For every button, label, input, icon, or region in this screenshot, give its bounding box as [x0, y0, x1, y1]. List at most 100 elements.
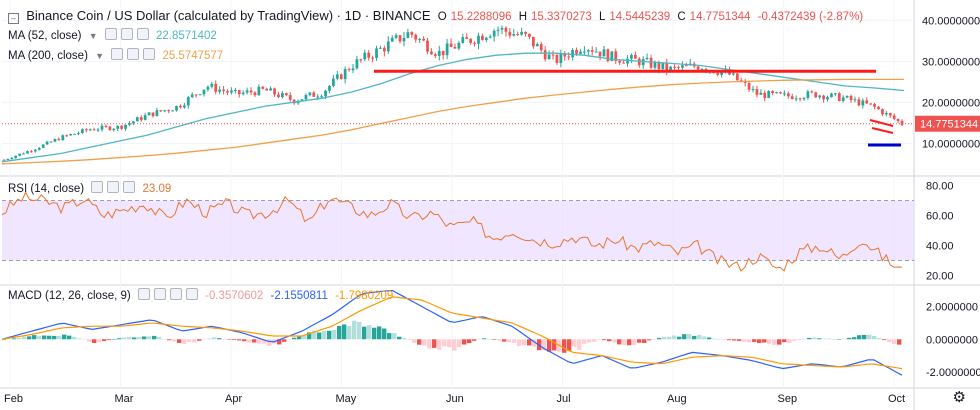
time-tick-label: Feb	[4, 393, 23, 405]
candle-body	[461, 37, 465, 43]
ma52-legend[interactable]: MA (52, close) ▼ 22.8571402	[8, 28, 221, 44]
macd-histogram-bar	[892, 339, 897, 345]
candle-body	[406, 32, 410, 38]
candle-body	[241, 92, 245, 95]
settings-icon[interactable]	[107, 181, 120, 193]
eye-icon[interactable]	[137, 288, 150, 300]
macd-histogram-bar	[147, 336, 152, 340]
settings-icon[interactable]	[127, 48, 140, 60]
candle-body	[633, 54, 637, 59]
candle-body	[735, 73, 739, 81]
candle-body	[849, 95, 853, 101]
macd-histogram-bar	[792, 339, 797, 341]
macd-histogram-bar	[117, 338, 122, 340]
candle-body	[567, 56, 571, 58]
close-icon[interactable]	[143, 48, 156, 60]
macd-histogram-bar	[377, 326, 382, 340]
macd-histogram-bar	[637, 339, 642, 343]
chevron-down-icon[interactable]: ▼	[88, 31, 98, 41]
eye-icon[interactable]	[104, 28, 117, 40]
macd-histogram-bar	[477, 338, 482, 340]
macd-histogram-bar	[582, 339, 587, 344]
candle-body	[771, 91, 774, 93]
candle-body	[159, 110, 163, 112]
candle-body	[457, 42, 461, 49]
settings-icon[interactable]	[169, 288, 182, 300]
candle-body	[873, 103, 876, 107]
macd-histogram-bar	[47, 335, 52, 340]
chevron-down-icon[interactable]: ▼	[95, 51, 105, 61]
candle-body	[253, 92, 257, 96]
candle-body	[892, 115, 896, 119]
macd-histogram-bar	[597, 339, 602, 340]
macd-histogram-bar	[807, 337, 812, 340]
macd-histogram-bar	[572, 339, 577, 347]
eye-icon[interactable]	[91, 181, 104, 193]
candle-body	[622, 62, 625, 64]
macd-histogram-bar	[127, 337, 132, 340]
candle-body	[743, 81, 747, 84]
macd-histogram-bar	[457, 339, 462, 348]
close-icon[interactable]	[185, 288, 198, 300]
candle-body	[324, 90, 327, 97]
rsi-legend[interactable]: RSI (14, close) 23.09	[8, 181, 175, 197]
macd-histogram-bar	[852, 337, 857, 340]
settings-icon[interactable]	[153, 288, 166, 300]
macd-histogram-bar	[562, 339, 567, 353]
candle-body	[81, 129, 84, 133]
candle-body	[402, 37, 406, 42]
macd-histogram-bar	[782, 339, 787, 343]
candle-body	[881, 109, 884, 115]
macd-histogram-bar	[512, 339, 517, 343]
ma200-value: 25.5747577	[162, 50, 224, 62]
macd-histogram-bar	[827, 338, 832, 340]
candle-body	[222, 89, 225, 92]
ma52-label: MA (52, close)	[8, 30, 82, 42]
symbol-title[interactable]: Binance Coin / US Dollar (calculated by …	[26, 8, 431, 23]
ma52-line	[1, 52, 905, 163]
candle-body	[763, 92, 767, 98]
candle-body	[265, 88, 269, 91]
candle-body	[543, 50, 547, 60]
candle-body	[151, 112, 155, 117]
macd-histogram-bar	[617, 339, 622, 345]
macd-legend[interactable]: MACD (12, 26, close, 9) -0.3570602 -2.15…	[8, 288, 397, 304]
time-tick-label: Mar	[115, 393, 134, 405]
candle-body	[422, 38, 425, 41]
macd-histogram-bar	[842, 338, 847, 340]
macd-histogram-bar	[822, 338, 827, 340]
macd-histogram-bar	[257, 339, 262, 344]
macd-histogram-bar	[487, 338, 492, 340]
macd-histogram-bar	[157, 337, 162, 340]
macd-histogram-bar	[462, 339, 467, 345]
close-icon[interactable]	[136, 28, 149, 40]
ma200-legend[interactable]: MA (200, close) ▼ 25.5747577	[8, 48, 227, 64]
macd-histogram-bar	[317, 332, 322, 340]
macd-histogram-bar	[767, 339, 772, 344]
macd-histogram-bar	[27, 336, 32, 340]
macd-histogram-bar	[172, 339, 177, 342]
macd-histogram-bar	[152, 335, 157, 340]
ma200-line	[1, 78, 904, 165]
settings-icon[interactable]	[120, 28, 133, 40]
candle-body	[233, 90, 237, 92]
macd-histogram-bar	[242, 339, 247, 342]
last-price-label: 14.7751344	[920, 119, 978, 131]
candle-body	[696, 66, 700, 70]
candle-body	[304, 94, 308, 100]
macd-histogram-bar	[742, 339, 747, 342]
gear-icon[interactable]: ⚙	[952, 389, 966, 406]
macd-histogram-bar	[427, 339, 432, 349]
candle-body	[390, 37, 394, 42]
macd-histogram-bar	[292, 337, 297, 340]
close-icon[interactable]	[123, 181, 136, 193]
eye-icon[interactable]	[111, 48, 124, 60]
macd-histogram-bar	[347, 325, 352, 340]
candle-body	[477, 35, 480, 44]
candle-body	[520, 31, 524, 35]
candle-body	[77, 132, 80, 134]
macd-histogram-bar	[92, 339, 97, 343]
collapse-icon[interactable]: –	[8, 13, 19, 24]
rsi-tick-label: 80.00	[926, 181, 954, 193]
